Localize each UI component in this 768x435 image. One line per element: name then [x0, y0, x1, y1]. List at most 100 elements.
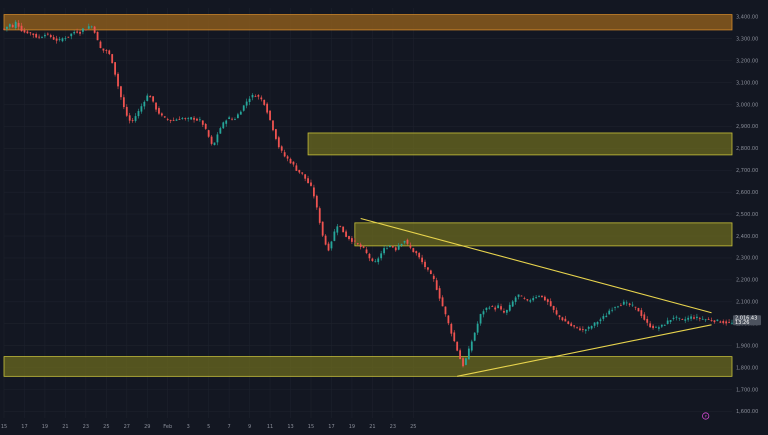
current-price-time: 13:26 [735, 320, 749, 326]
candle-body [605, 315, 608, 318]
candle-body [725, 321, 728, 324]
candle-body [76, 31, 78, 33]
candle-body [58, 39, 61, 41]
candle-body [646, 319, 649, 323]
candle-body [122, 97, 125, 108]
candle-body [453, 332, 456, 342]
candle-body [84, 29, 87, 31]
candle-body [143, 101, 146, 107]
candle-body [491, 306, 494, 307]
candle-body [672, 317, 675, 319]
candle-body [184, 118, 187, 120]
x-tick-label: 13 [287, 424, 293, 430]
time-axis[interactable]: 15 17 19 21 23 25 27 29 Feb 3 5 7 9 11 13 15 17 19 21 23 25 [1, 424, 417, 430]
trendline[interactable] [360, 217, 712, 314]
candle-body [432, 275, 435, 279]
triangle-trendlines [360, 217, 712, 377]
candle-body [292, 161, 295, 165]
x-tick-label: 19 [349, 424, 355, 430]
candle-body [710, 320, 713, 321]
candle-body [102, 48, 105, 51]
resistance-zone[interactable] [3, 14, 733, 31]
candle-body [619, 305, 622, 307]
candle-body [421, 257, 423, 263]
candle-body [728, 321, 730, 323]
candle-body [275, 129, 277, 139]
candle-body [128, 115, 131, 121]
candle-body [178, 118, 181, 120]
candle-body [158, 108, 160, 114]
candle-body [111, 54, 114, 64]
candle-body [429, 270, 432, 275]
candle-body [482, 311, 485, 315]
candle-body [394, 247, 397, 251]
candle-body [277, 137, 280, 148]
candle-body [687, 317, 690, 320]
candle-body [532, 298, 535, 301]
candle-body [330, 241, 333, 249]
candle-body [301, 172, 304, 174]
x-tick-label: 3 [187, 424, 190, 430]
candle-body [222, 122, 225, 129]
candle-body [236, 114, 239, 119]
candle-body [307, 178, 309, 184]
candle-body [649, 323, 652, 328]
candle-body [698, 317, 701, 319]
candle-body [579, 328, 581, 331]
candle-body [608, 310, 611, 315]
candle-body [696, 316, 698, 318]
candle-body [456, 341, 459, 351]
candle-body [283, 152, 286, 157]
candle-body [441, 297, 444, 307]
candle-body [412, 248, 415, 253]
y-tick-label: 2,800.00 [736, 146, 758, 152]
candle-body [96, 31, 99, 41]
candle-body [543, 296, 546, 301]
candle-body [406, 239, 409, 244]
candle-body [295, 165, 298, 171]
candle-body [704, 319, 707, 321]
candle-body [120, 86, 122, 98]
candle-body [152, 96, 155, 102]
candle-body [52, 37, 55, 40]
candle-body [55, 38, 58, 41]
candle-body [435, 280, 438, 290]
candle-body [520, 295, 523, 297]
candle-body [538, 296, 540, 297]
candle-body [260, 97, 263, 100]
candle-body [377, 258, 380, 263]
candle-body [424, 261, 426, 268]
candle-body [342, 226, 345, 233]
trendline[interactable] [457, 324, 712, 377]
y-tick-label: 3,300.00 [736, 36, 758, 42]
candle-body [73, 32, 76, 34]
candle-body [172, 120, 175, 122]
candle-body [137, 111, 140, 117]
y-tick-label: 3,000.00 [736, 102, 758, 108]
support-zone[interactable] [3, 356, 733, 377]
y-tick-label: 1,600.00 [736, 409, 758, 415]
candle-body [427, 267, 429, 270]
candle-body [675, 316, 678, 318]
candle-body [371, 258, 374, 261]
candle-body [564, 318, 567, 322]
candle-body [529, 300, 532, 302]
candle-body [558, 315, 561, 318]
x-tick-label: 21 [369, 424, 375, 430]
y-tick-label: 2,200.00 [736, 278, 758, 284]
candle-body [622, 301, 625, 305]
candle-body [716, 319, 719, 321]
y-tick-label: 2,500.00 [736, 212, 758, 218]
support-zone[interactable] [307, 132, 733, 156]
candle-body [438, 288, 441, 299]
candle-body [359, 244, 362, 247]
support-zone[interactable] [354, 222, 733, 247]
y-tick-label: 1,800.00 [736, 365, 758, 371]
candle-body [555, 310, 558, 315]
candle-body [587, 326, 590, 329]
candle-body [485, 307, 488, 311]
candle-body [567, 321, 570, 324]
event-marker-icon[interactable]: P [702, 412, 710, 420]
